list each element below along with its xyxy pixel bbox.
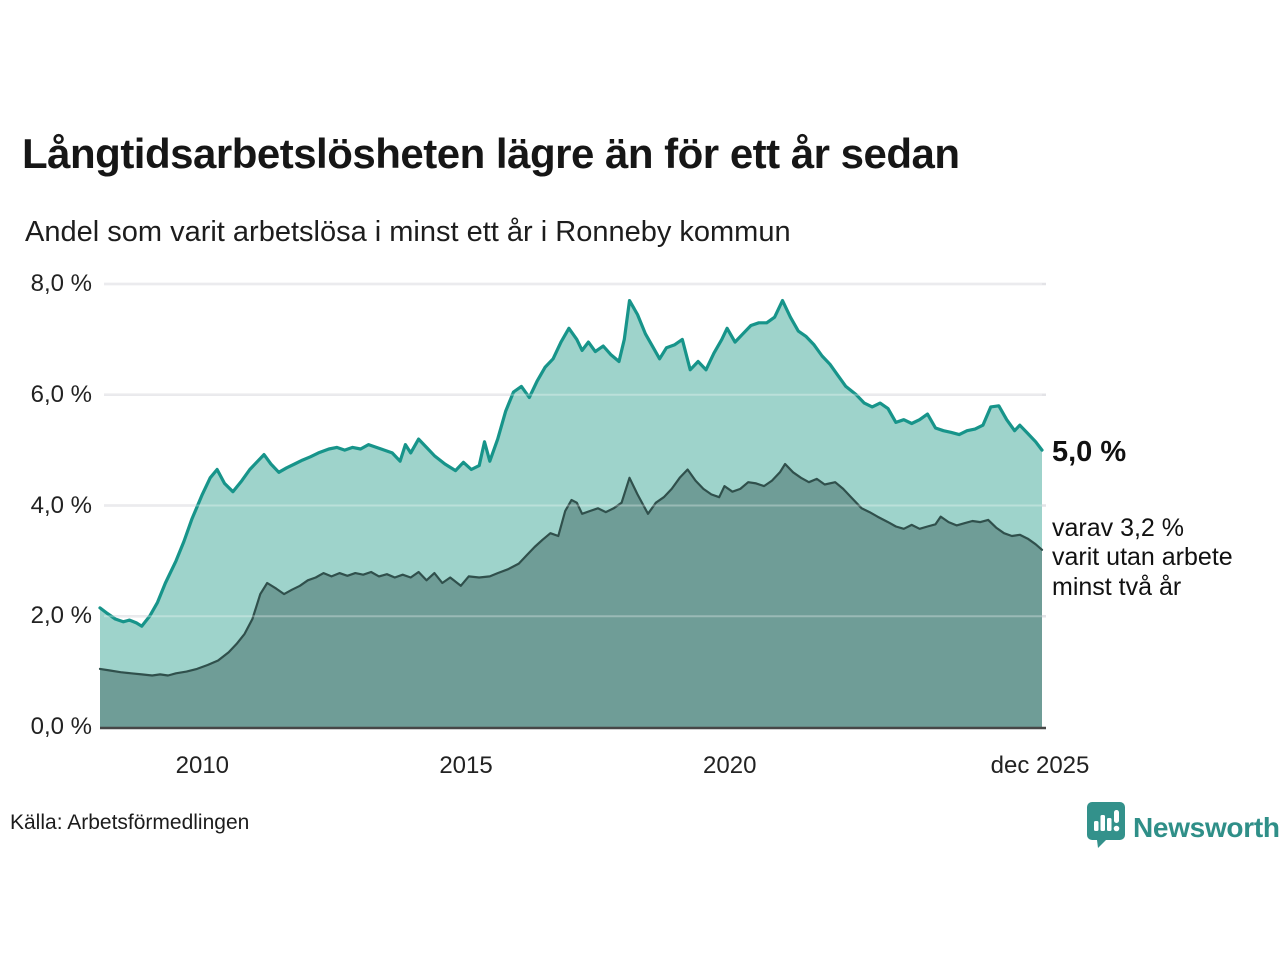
y-axis-tick-label: 6,0 % [30, 380, 92, 408]
annotation-line: varav 3,2 % [1052, 514, 1185, 542]
series-line [98, 462, 1044, 677]
x-axis-tick-label: 2020 [703, 752, 757, 779]
x-axis-tick-label: 2010 [175, 752, 230, 779]
annotation-line: varit utan arbete [1052, 543, 1233, 572]
sub-series-annotation: varav 3,2 % varit utan arbete minst två … [1052, 514, 1233, 602]
end-value-annotation: 5,0 % [1052, 436, 1127, 468]
page-title: Långtidsarbetslösheten lägre än för ett … [22, 130, 960, 177]
annotation-line: minst två år [1052, 572, 1182, 601]
y-axis-tick-label: 8,0 % [30, 270, 92, 297]
newsworthy-bubble-chart-icon [1086, 801, 1126, 854]
area-fill [100, 464, 1042, 727]
x-axis-tick-label: dec 2025 [990, 752, 1090, 779]
y-axis-tick-label: 0,0 % [30, 713, 92, 740]
newsworthy-wordmark: Newsworthy [1133, 811, 1280, 843]
source-attribution: Källa: Arbetsförmedlingen [10, 811, 250, 834]
chart-subtitle: Andel som varit arbetslösa i minst ett å… [25, 216, 791, 248]
newsworthy-logo: Newsworthy [1086, 801, 1280, 854]
x-axis-tick-label: 2015 [439, 752, 493, 779]
y-axis-tick-label: 2,0 % [30, 602, 92, 630]
series-line [98, 299, 1044, 628]
y-axis-tick-label: 4,0 % [30, 491, 92, 519]
